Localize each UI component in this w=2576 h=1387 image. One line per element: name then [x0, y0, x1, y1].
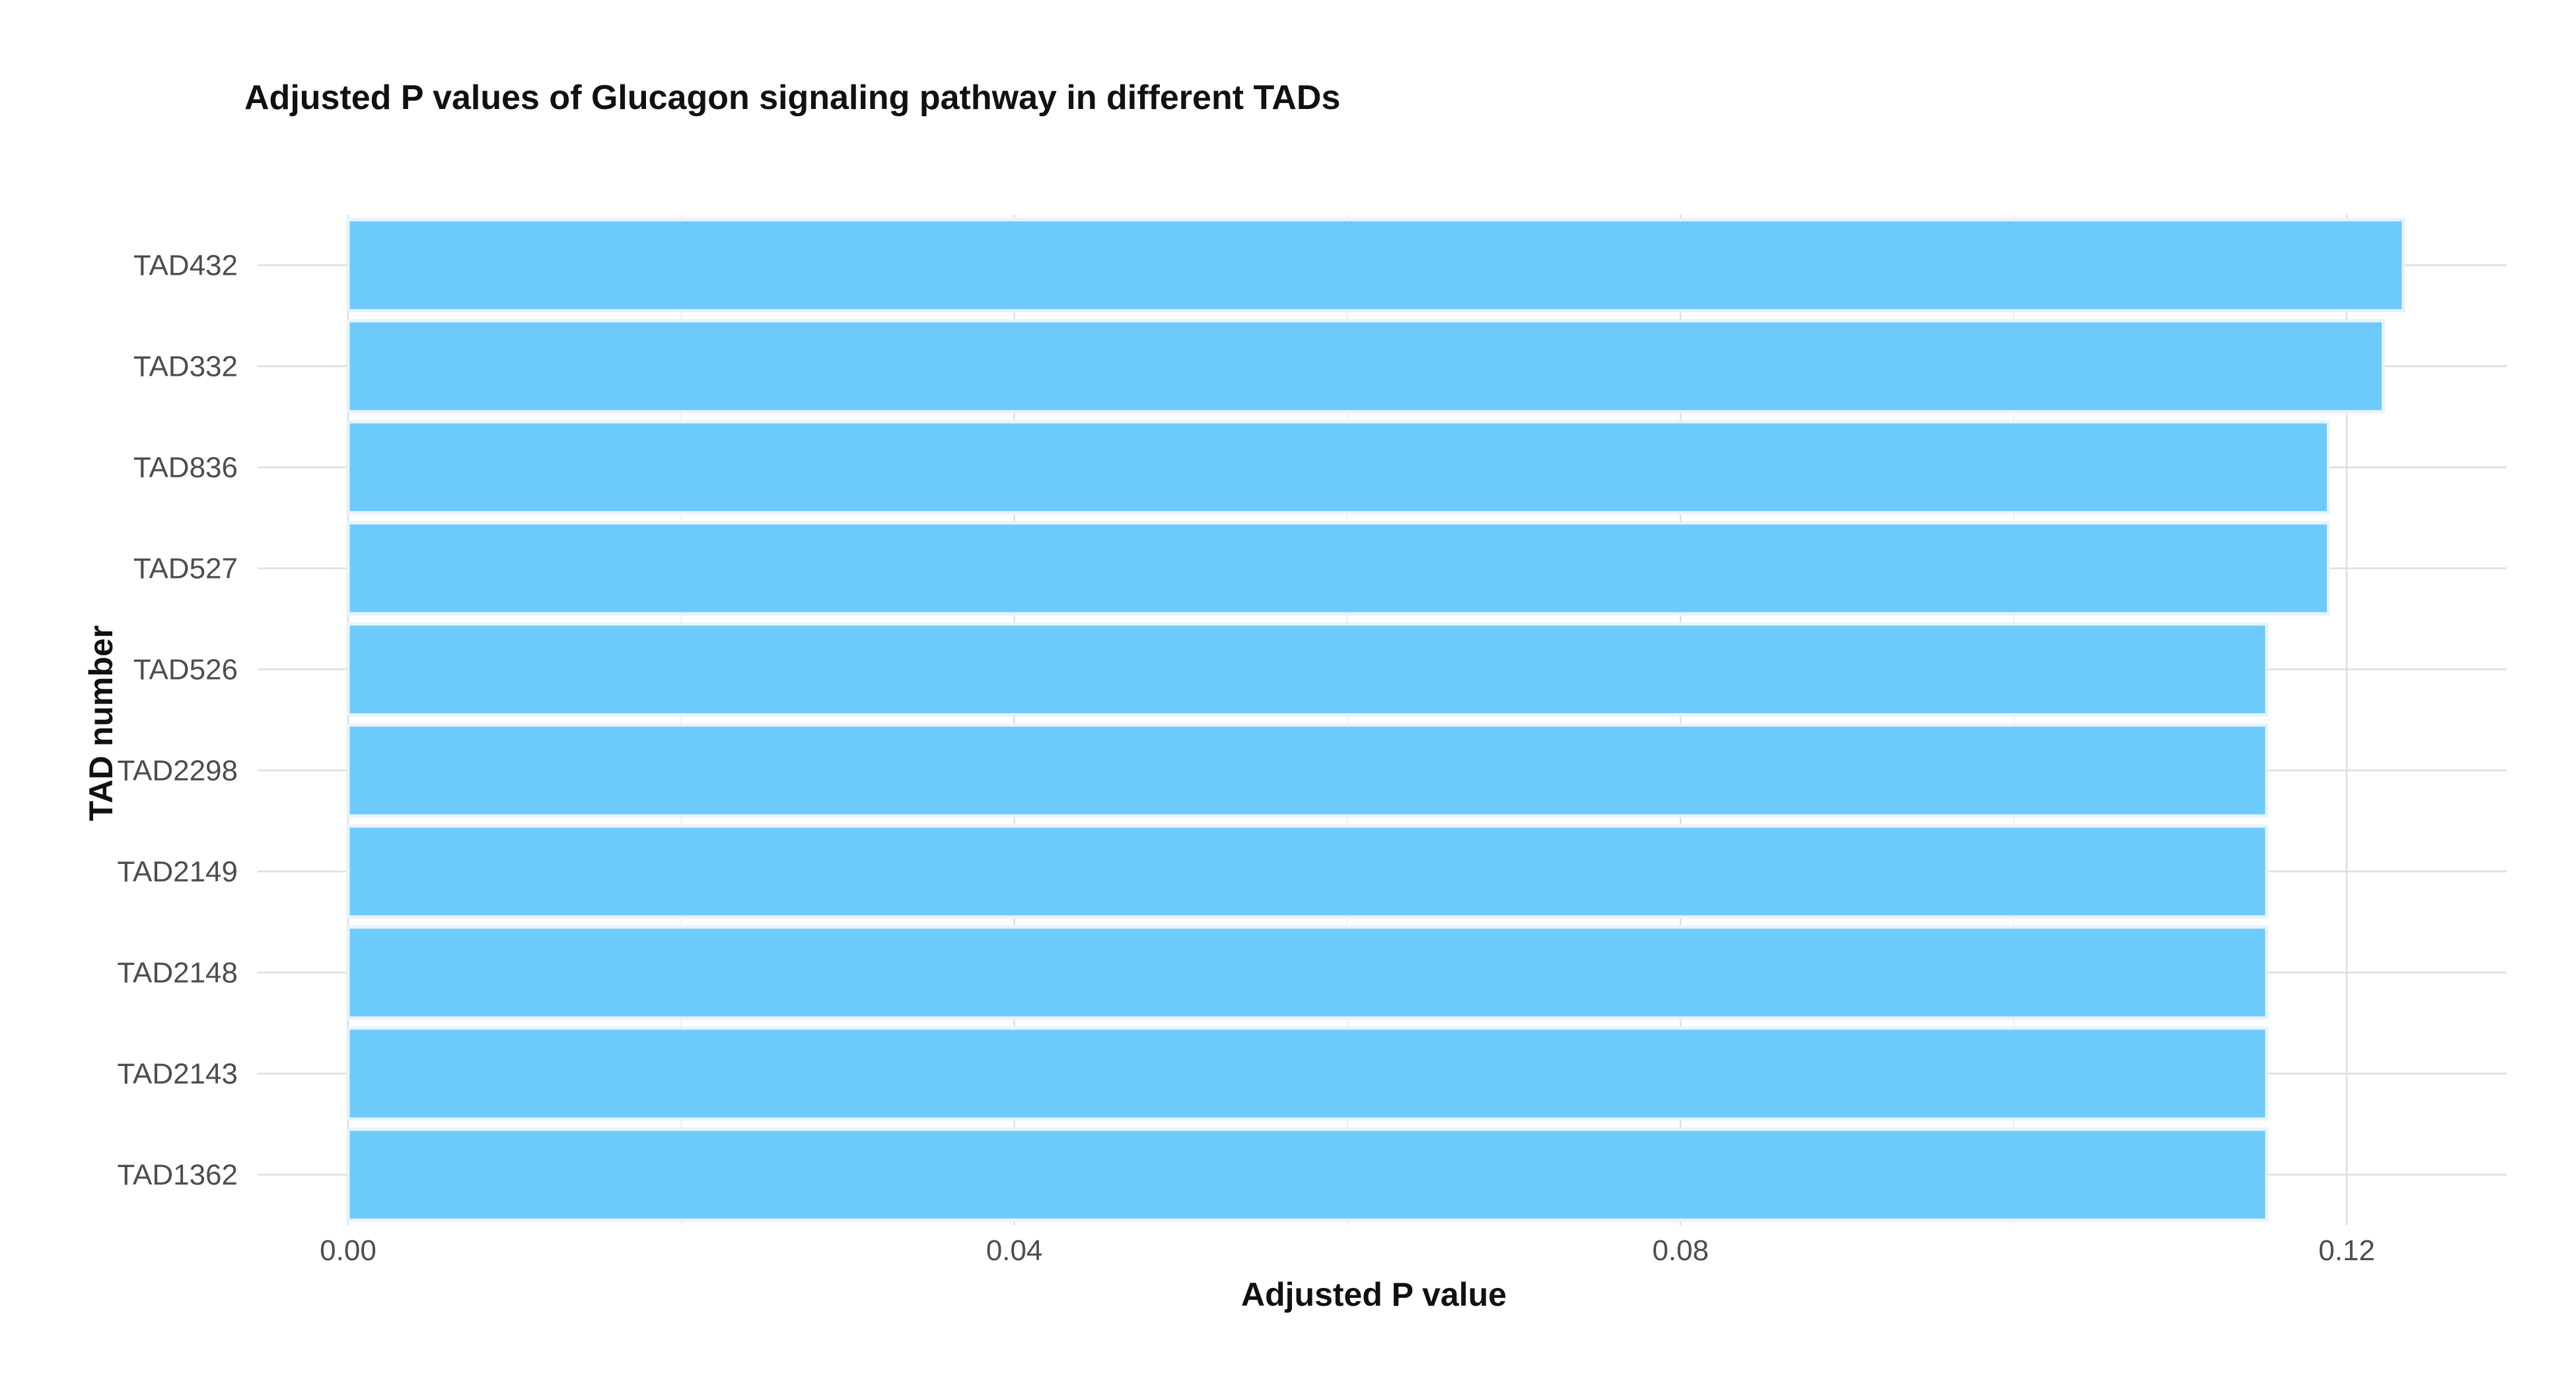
bar-tad2148: [346, 925, 2269, 1020]
y-tick-label: TAD2143: [117, 1058, 238, 1090]
bar-tad2143: [346, 1026, 2269, 1121]
x-axis-title: Adjusted P value: [1241, 1276, 1507, 1313]
y-tick-label: TAD2298: [117, 755, 238, 787]
y-tick-labels: TAD432 TAD332 TAD836 TAD527 TAD526 TAD2298 TAD…: [117, 250, 238, 1191]
y-tick-label: TAD2148: [117, 957, 238, 989]
y-tick-label: TAD332: [133, 351, 238, 383]
x-tick-label: 0.04: [986, 1234, 1043, 1267]
bar-tad2149: [346, 824, 2269, 919]
y-axis-title: TAD number: [83, 625, 120, 821]
bar-tad527: [346, 521, 2330, 616]
x-tick-label: 0.08: [1652, 1234, 1709, 1267]
y-tick-label: TAD526: [133, 654, 238, 686]
y-tick-label: TAD836: [133, 452, 238, 484]
y-tick-label: TAD527: [133, 553, 238, 585]
y-tick-label: TAD432: [133, 250, 238, 282]
y-tick-label: TAD1362: [117, 1159, 238, 1191]
x-tick-label: 0.12: [2318, 1234, 2375, 1267]
bar-tad1362: [346, 1127, 2269, 1222]
x-tick-label: 0.00: [320, 1234, 376, 1267]
x-tick-labels: 0.00 0.04 0.08 0.12: [320, 1234, 2375, 1267]
y-tick-label: TAD2149: [117, 856, 238, 888]
chart-title: Adjusted P values of Glucagon signaling …: [244, 79, 1340, 117]
bar-tad2298: [346, 723, 2269, 818]
bar-tad432: [346, 218, 2406, 312]
bar-tad836: [346, 420, 2330, 515]
bars: [346, 218, 2406, 1222]
bar-tad526: [346, 622, 2269, 717]
bar-tad332: [346, 319, 2385, 413]
